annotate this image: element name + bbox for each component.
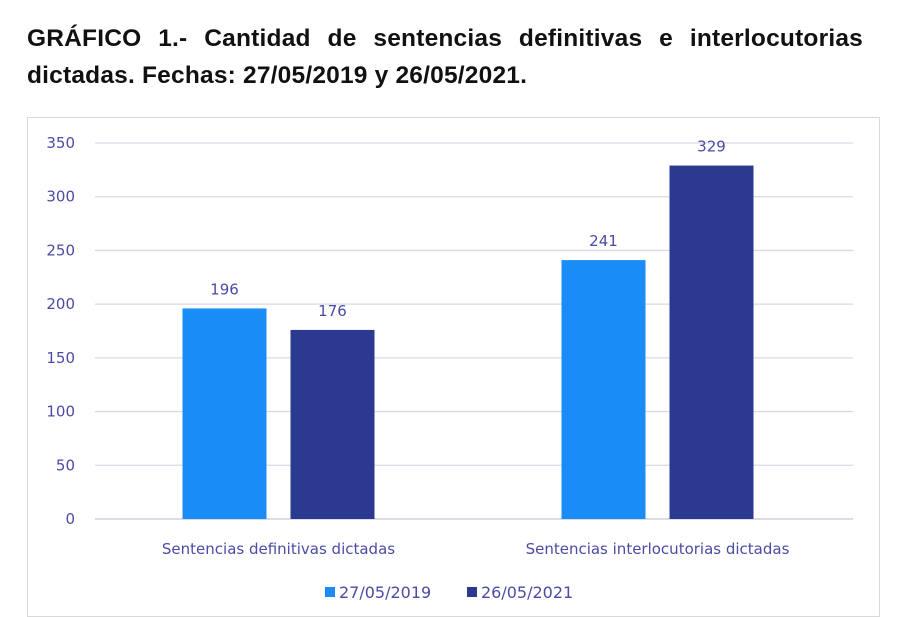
data-label: 241 [589,232,618,250]
bar-26-05-2021 [669,165,754,519]
legend-swatch [325,587,335,597]
y-tick-label: 150 [46,349,75,367]
x-tick-label: Sentencias interlocutorias dictadas [526,540,790,558]
data-label: 176 [318,302,347,320]
y-tick-label: 0 [65,510,75,528]
data-label: 196 [210,280,239,298]
y-tick-label: 200 [46,295,75,313]
y-tick-label: 100 [46,403,75,421]
y-tick-label: 300 [46,188,75,206]
legend-label: 26/05/2021 [481,583,573,600]
legend-label: 27/05/2019 [339,583,431,600]
y-tick-label: 50 [56,456,75,474]
data-label: 329 [697,138,726,156]
chart-title: GRÁFICO 1.- Cantidad de sentencias defin… [27,25,863,89]
y-tick-label: 250 [46,241,75,259]
legend-swatch [467,587,477,597]
y-tick-label: 350 [46,134,75,152]
bar-26-05-2021 [290,329,375,519]
bar-27-05-2019 [561,260,646,519]
bar-27-05-2019 [182,308,267,519]
x-tick-label: Sentencias definitivas dictadas [162,540,395,558]
bar-chart: 0 50 100 150 200 250 300 350 196 176 Sentencias de… [46,134,853,600]
